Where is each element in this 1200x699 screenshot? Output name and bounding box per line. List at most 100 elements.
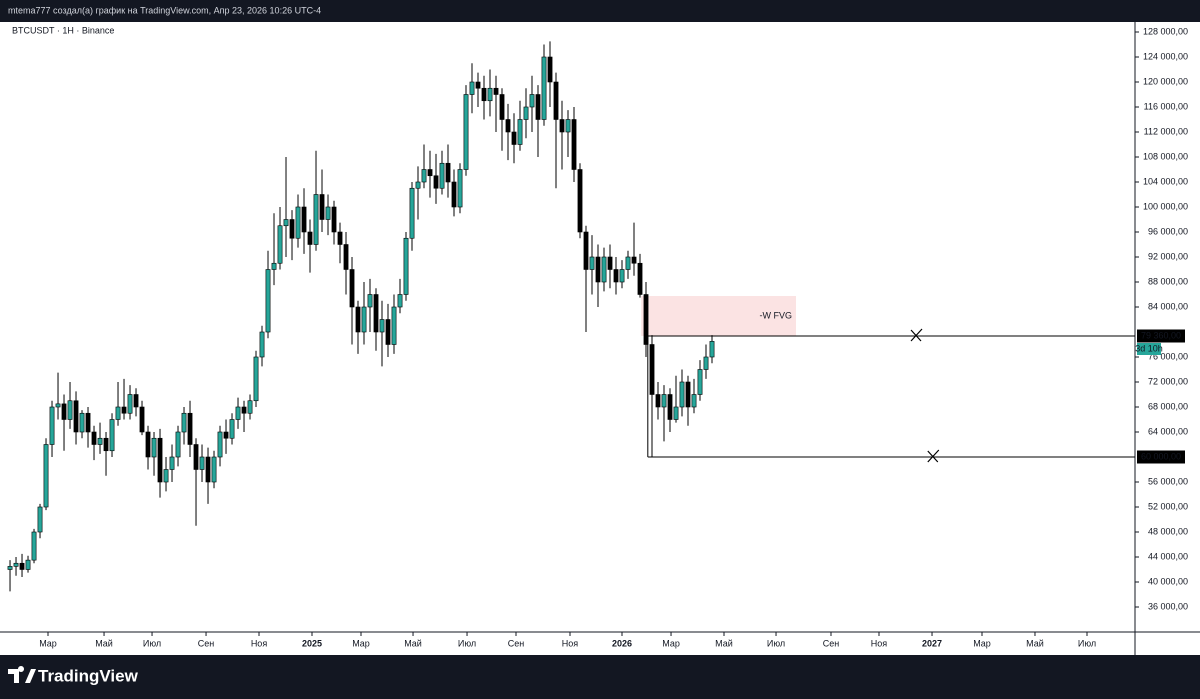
candle-body bbox=[499, 94, 505, 120]
x-tick-label: Май bbox=[1026, 638, 1044, 648]
candle-body bbox=[349, 269, 355, 308]
candle-body bbox=[451, 181, 457, 208]
fvg-zone bbox=[641, 296, 797, 336]
candle-body bbox=[433, 175, 439, 189]
candle-body bbox=[553, 81, 559, 120]
price-label-box bbox=[1137, 329, 1185, 343]
candle-body bbox=[19, 562, 25, 570]
candle-body bbox=[385, 319, 391, 345]
candle-body bbox=[547, 56, 553, 83]
countdown: 3d 10h bbox=[1135, 343, 1163, 353]
candle-body bbox=[139, 406, 145, 433]
candle-body bbox=[223, 431, 229, 439]
candle-body bbox=[391, 306, 397, 345]
candle-body bbox=[475, 81, 481, 89]
candle-body bbox=[7, 566, 13, 570]
candle-body bbox=[103, 437, 109, 452]
candle-body bbox=[667, 394, 673, 420]
candle-body bbox=[691, 394, 697, 408]
y-tick-label: 48 000,00 bbox=[1148, 526, 1188, 536]
candle-body bbox=[115, 406, 121, 420]
fvg-label: -W FVG bbox=[760, 310, 793, 320]
logo bbox=[8, 665, 36, 683]
candle-body bbox=[601, 256, 607, 283]
candle-body bbox=[343, 244, 349, 270]
x-tick-label: 2025 bbox=[302, 638, 322, 648]
candle-body bbox=[265, 269, 271, 333]
candle-body bbox=[565, 119, 571, 133]
y-tick-label: 44 000,00 bbox=[1148, 551, 1188, 561]
candle-body bbox=[253, 356, 259, 402]
candle-body bbox=[481, 87, 487, 102]
candle-body bbox=[379, 319, 385, 333]
y-tick-label: 120 000,00 bbox=[1143, 76, 1188, 86]
level-cross bbox=[910, 328, 923, 342]
x-tick-label: Ноя bbox=[562, 638, 579, 648]
candle-body bbox=[409, 187, 415, 239]
candle-body bbox=[445, 162, 451, 183]
level-cross bbox=[927, 449, 940, 463]
candle-body bbox=[217, 431, 223, 458]
candle-body bbox=[661, 394, 667, 408]
candle-body bbox=[175, 431, 181, 458]
candle-body bbox=[595, 256, 601, 283]
candle-body bbox=[43, 444, 49, 508]
candle-body bbox=[25, 559, 31, 570]
y-tick-label: 92 000,00 bbox=[1148, 251, 1188, 261]
candle-body bbox=[361, 306, 367, 333]
candle-body bbox=[571, 119, 577, 170]
x-tick-label: Июл bbox=[1078, 638, 1096, 648]
x-tick-label: Июл bbox=[458, 638, 476, 648]
candle-body bbox=[259, 331, 265, 358]
candle-body bbox=[703, 356, 709, 370]
candle-body bbox=[463, 94, 469, 170]
x-tick-label: Май bbox=[404, 638, 422, 648]
countdown-box bbox=[1137, 343, 1161, 355]
candle-body bbox=[61, 403, 67, 420]
candle-body bbox=[199, 456, 205, 470]
candle-body bbox=[607, 256, 613, 270]
candle-body bbox=[421, 169, 427, 183]
candle-body bbox=[301, 206, 307, 233]
candle-body bbox=[277, 225, 283, 264]
candle-body bbox=[55, 403, 61, 408]
candle-body bbox=[529, 94, 535, 108]
x-tick-label: Сен bbox=[508, 638, 525, 648]
price-label: 79 360,00 bbox=[1141, 330, 1181, 340]
y-tick-label: 112 000,00 bbox=[1144, 126, 1188, 136]
candle-body bbox=[49, 406, 55, 445]
candle-body bbox=[211, 456, 217, 483]
x-tick-label: Июл bbox=[767, 638, 785, 648]
candle-body bbox=[679, 381, 685, 408]
candle-body bbox=[271, 262, 277, 270]
candle-body bbox=[235, 406, 241, 420]
y-tick-label: 40 000,00 bbox=[1148, 576, 1188, 586]
y-tick-label: 104 000,00 bbox=[1143, 176, 1188, 186]
candle-body bbox=[541, 56, 547, 120]
candle-body bbox=[619, 269, 625, 283]
candle-body bbox=[577, 169, 583, 233]
symbol-title: BTCUSDT · 1H · Binance bbox=[12, 25, 114, 35]
x-tick-label: 2026 bbox=[612, 638, 632, 648]
x-tick-label: Мар bbox=[973, 638, 991, 648]
candle-body bbox=[625, 256, 631, 270]
candle-body bbox=[403, 237, 409, 295]
candle-body bbox=[289, 219, 295, 239]
candle-body bbox=[187, 412, 193, 445]
candle-body bbox=[79, 412, 85, 433]
candle-body bbox=[511, 131, 517, 145]
candle-body bbox=[373, 294, 379, 333]
candle-body bbox=[535, 94, 541, 120]
x-tick-label: Мар bbox=[39, 638, 57, 648]
y-tick-label: 128 000,00 bbox=[1143, 26, 1188, 36]
candle-body bbox=[127, 394, 133, 414]
candle-body bbox=[709, 341, 715, 358]
candle-body bbox=[469, 81, 475, 95]
candle-body bbox=[67, 400, 73, 420]
x-tick-label: Сен bbox=[198, 638, 215, 648]
candle-body bbox=[73, 400, 79, 433]
y-tick-label: 124 000,00 bbox=[1143, 51, 1188, 61]
candle-body bbox=[613, 269, 619, 283]
candle-body bbox=[169, 456, 175, 470]
top-bar bbox=[0, 0, 1200, 22]
